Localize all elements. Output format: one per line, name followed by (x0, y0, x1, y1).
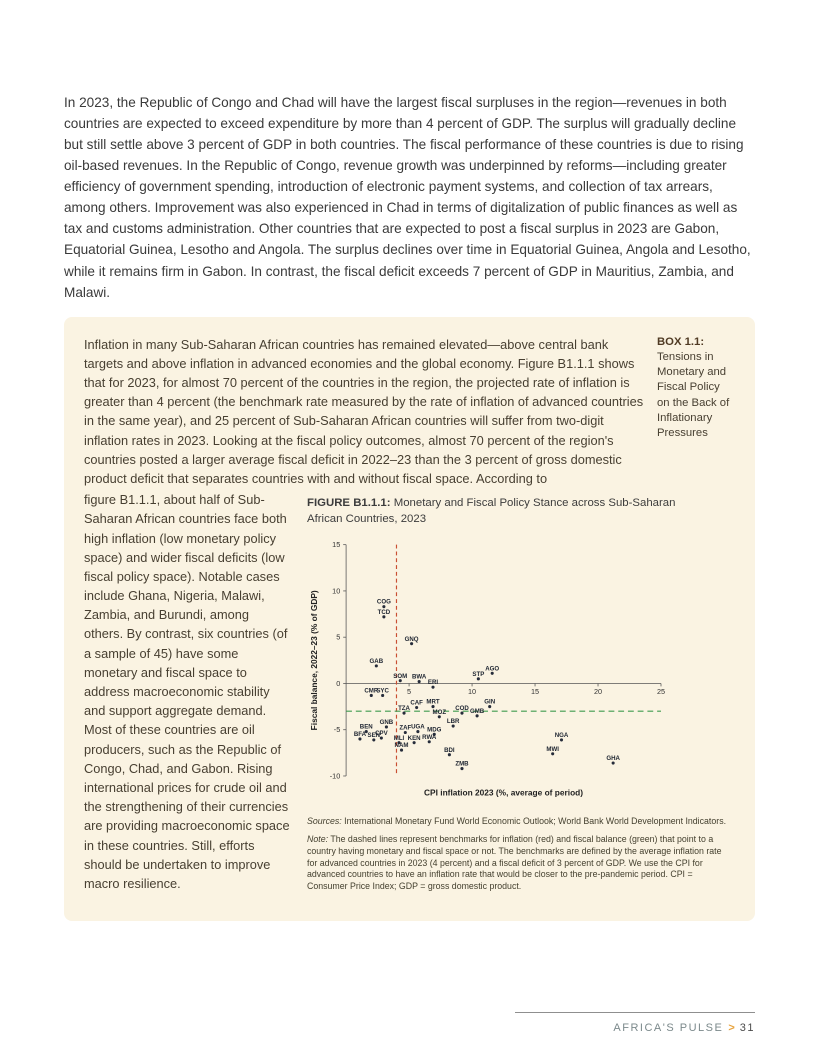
svg-text:UGA: UGA (411, 724, 425, 731)
svg-text:NGA: NGA (555, 732, 569, 739)
svg-text:BDI: BDI (444, 747, 455, 754)
svg-text:GIN: GIN (484, 699, 495, 706)
svg-text:MLI: MLI (394, 735, 405, 742)
svg-text:GNQ: GNQ (405, 636, 419, 643)
svg-text:20: 20 (594, 687, 602, 696)
svg-text:AGO: AGO (485, 665, 499, 672)
svg-text:KEN: KEN (408, 735, 421, 742)
svg-text:BFA: BFA (354, 731, 367, 738)
box-paragraph-part1: Inflation in many Sub-Saharan African co… (84, 336, 644, 486)
svg-text:SOM: SOM (393, 673, 407, 680)
svg-text:TZA: TZA (398, 705, 410, 712)
svg-text:10: 10 (332, 586, 340, 595)
box-left-column: figure B1.1.1, about half of Sub-Saharan… (84, 490, 291, 893)
svg-text:15: 15 (531, 687, 539, 696)
box-main-content: Inflation in many Sub-Saharan African co… (84, 335, 726, 894)
box-columns: figure B1.1.1, about half of Sub-Saharan… (84, 490, 726, 893)
note-text: The dashed lines represent benchmarks fo… (307, 833, 722, 892)
svg-text:ZAF: ZAF (399, 724, 411, 731)
svg-text:SYC: SYC (376, 687, 389, 694)
svg-text:0: 0 (336, 679, 340, 688)
page-footer: AFRICA'S PULSE >31 (515, 1012, 755, 1034)
sources-label: Sources: (307, 815, 342, 826)
svg-text:-10: -10 (330, 771, 341, 780)
svg-text:-5: -5 (334, 725, 340, 734)
box-sidebar: BOX 1.1: Tensions in Monetary and Fiscal… (657, 335, 735, 442)
fiscal-inflation-chart: 15 10 5 0 -5 -10 5 10 15 20 25 COG TCD GNQ GAB SOM BWA ER… (307, 533, 669, 810)
svg-text:ZMB: ZMB (455, 761, 469, 768)
svg-text:GAB: GAB (370, 658, 384, 665)
intro-paragraph: In 2023, the Republic of Congo and Chad … (64, 95, 751, 300)
svg-text:CPV: CPV (375, 730, 388, 737)
svg-text:CAF: CAF (410, 700, 423, 707)
svg-text:CPI inflation 2023 (%, average: CPI inflation 2023 (%, average of period… (424, 787, 583, 797)
box-sidebar-title: Tensions in Monetary and Fiscal Policy o… (657, 350, 730, 440)
figure-sources: Sources: International Monetary Fund Wor… (307, 816, 732, 828)
svg-text:SEN: SEN (368, 732, 381, 739)
figure-title-text: Monetary and Fiscal Policy Stance across… (307, 497, 676, 525)
svg-text:LBR: LBR (447, 718, 460, 725)
svg-text:COG: COG (377, 599, 391, 606)
svg-text:NAM: NAM (395, 742, 409, 749)
svg-text:RWA: RWA (422, 734, 437, 741)
box-label: BOX 1.1: (657, 335, 705, 348)
figure-title-label: FIGURE B1.1.1: (307, 497, 391, 510)
svg-text:BWA: BWA (412, 674, 427, 681)
svg-text:BEN: BEN (360, 724, 373, 731)
svg-text:COD: COD (455, 705, 469, 712)
svg-text:ERI: ERI (428, 679, 438, 686)
svg-text:5: 5 (407, 687, 411, 696)
figure-note: Note: The dashed lines represent benchma… (307, 834, 732, 893)
svg-text:MDG: MDG (427, 726, 442, 733)
svg-text:CMR: CMR (364, 687, 379, 694)
svg-text:MWI: MWI (546, 746, 559, 753)
svg-text:25: 25 (657, 687, 665, 696)
footer-page-number: 31 (739, 1022, 755, 1034)
svg-text:GHA: GHA (606, 755, 620, 762)
fiscal-inflation-chart-svg: 15 10 5 0 -5 -10 5 10 15 20 25 COG TCD GNQ GAB SOM BWAER… (309, 540, 665, 797)
svg-text:GMB: GMB (470, 708, 485, 715)
note-label: Note: (307, 833, 329, 844)
svg-text:MOZ: MOZ (433, 709, 447, 716)
svg-text:STP: STP (472, 671, 484, 678)
box-paragraph-part2: figure B1.1.1, about half of Sub-Saharan… (84, 492, 290, 891)
svg-text:5: 5 (336, 633, 340, 642)
svg-text:MRT: MRT (426, 699, 440, 706)
sources-text: International Monetary Fund World Econom… (344, 815, 727, 826)
footer-arrow-icon: > (728, 1022, 735, 1034)
svg-text:15: 15 (332, 540, 340, 549)
svg-text:TCD: TCD (378, 609, 391, 616)
box-1-1: Inflation in many Sub-Saharan African co… (64, 316, 755, 921)
svg-text:Fiscal balance, 2022–23 (% of: Fiscal balance, 2022–23 (% of GDP) (309, 590, 319, 730)
svg-text:10: 10 (468, 687, 476, 696)
figure-title: FIGURE B1.1.1: Monetary and Fiscal Polic… (307, 496, 679, 527)
footer-brand: AFRICA'S PULSE (613, 1022, 724, 1034)
figure-b111: FIGURE B1.1.1: Monetary and Fiscal Polic… (307, 490, 732, 893)
svg-text:GNB: GNB (380, 719, 394, 726)
